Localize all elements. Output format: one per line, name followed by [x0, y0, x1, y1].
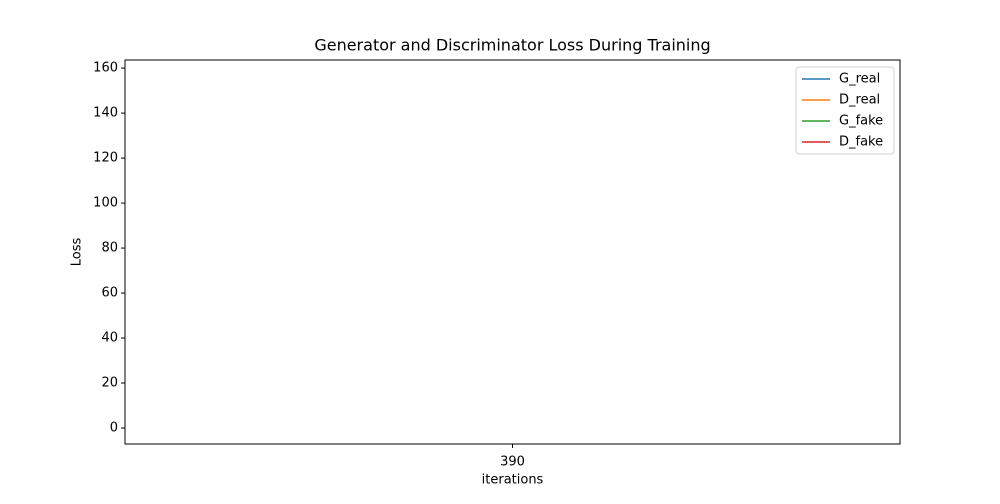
y-tick-label: 60: [101, 286, 118, 301]
y-tick-label: 40: [101, 331, 118, 346]
y-tick-label: 100: [93, 196, 118, 211]
y-tick-label: 120: [93, 151, 118, 166]
y-tick-label: 20: [101, 376, 118, 391]
legend-label: G_fake: [839, 114, 883, 129]
legend-box: [795, 66, 895, 155]
legend-label: D_real: [839, 93, 880, 108]
plot-frame: [124, 59, 901, 445]
y-tick-label: 80: [101, 241, 118, 256]
legend-label: G_real: [839, 72, 880, 87]
y-tick-label: 160: [93, 61, 118, 76]
y-axis-label: Loss: [70, 238, 85, 267]
y-tick-label: 140: [93, 106, 118, 121]
y-tick-label: 0: [110, 421, 118, 436]
legend-label: D_fake: [839, 135, 883, 150]
x-tick-label: 390: [500, 455, 525, 470]
x-axis-label: iterations: [482, 473, 544, 488]
chart-title: Generator and Discriminator Loss During …: [314, 36, 710, 55]
